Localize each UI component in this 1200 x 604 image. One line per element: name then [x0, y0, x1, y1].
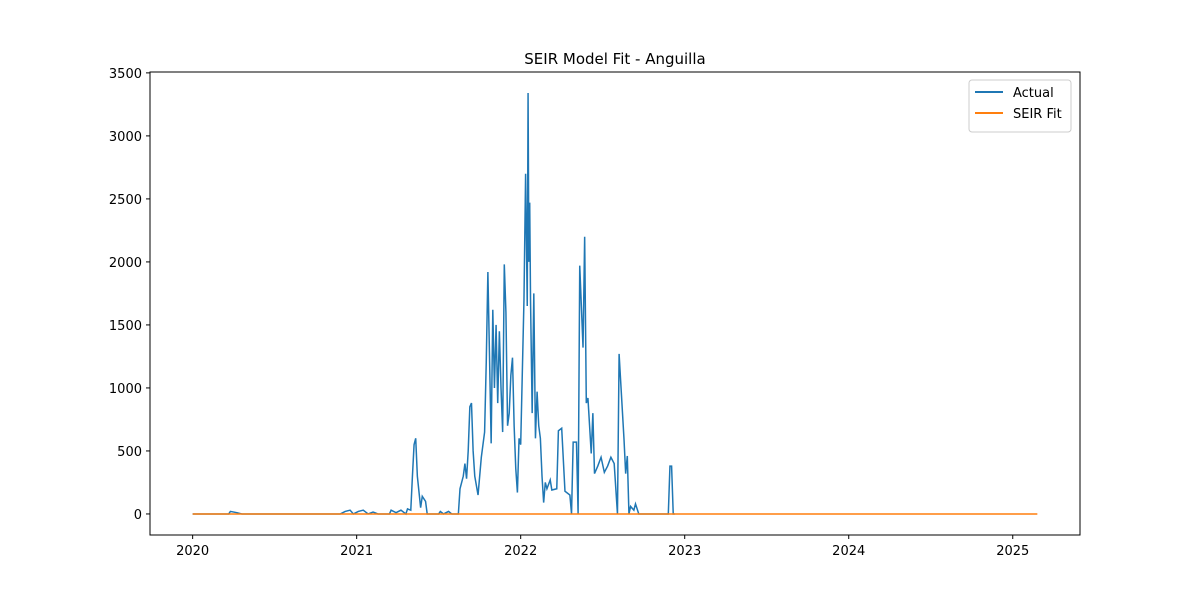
chart-title: SEIR Model Fit - Anguilla [524, 50, 705, 68]
x-tick-label: 2020 [176, 544, 209, 559]
y-tick-label: 1000 [109, 382, 142, 397]
legend-label: SEIR Fit [1013, 107, 1062, 122]
y-tick-label: 1500 [109, 319, 142, 334]
axes-frame [149, 71, 1081, 536]
y-tick-label: 3500 [109, 67, 142, 82]
line [192, 93, 675, 516]
x-tick-label: 2024 [832, 544, 865, 559]
y-tick-label: 2000 [109, 256, 142, 271]
y-tick-label: 2500 [109, 193, 142, 208]
x-tick-label: 2021 [340, 544, 373, 559]
y-tick-label: 500 [117, 445, 142, 460]
x-tick-label: 2025 [996, 544, 1029, 559]
legend-label: Actual [1013, 86, 1054, 101]
y-tick-label: 3000 [109, 130, 142, 145]
x-tick-label: 2022 [504, 544, 537, 559]
x-tick-label: 2023 [668, 544, 701, 559]
y-tick-label: 0 [134, 508, 142, 523]
